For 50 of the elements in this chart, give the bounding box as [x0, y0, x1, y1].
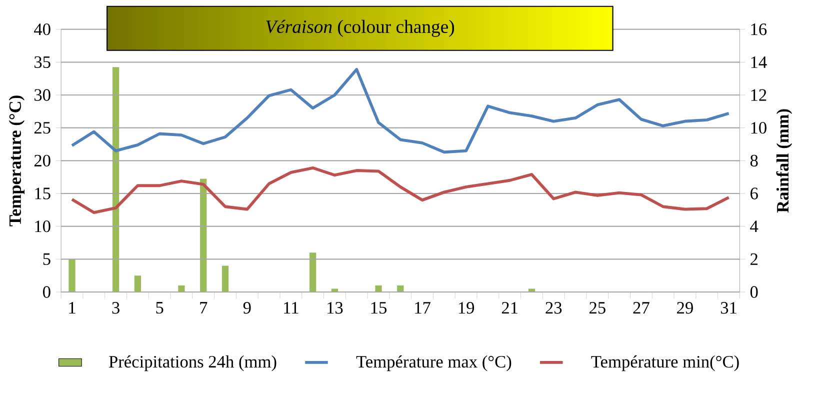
- x-tick-label: 3: [112, 302, 120, 314]
- y-tick-label: 25: [34, 122, 50, 134]
- x-tick-label: 23: [546, 302, 562, 314]
- bar: [375, 285, 382, 292]
- x-tick-label: 9: [243, 302, 251, 314]
- line-series: [70, 68, 730, 154]
- line-series: [70, 166, 730, 214]
- y-tick-label: 30: [34, 89, 50, 101]
- x-tick-label: 31: [720, 302, 736, 314]
- legend-label: Température min(°C): [591, 355, 739, 372]
- bar: [309, 252, 316, 292]
- y-tick-label: 15: [35, 188, 50, 200]
- y2-tick-label: 4: [750, 220, 758, 232]
- y2-axis-title: Rainfall (mm): [776, 109, 792, 213]
- y2-tick-label: 0: [750, 286, 758, 298]
- y-tick-label: 5: [43, 253, 50, 265]
- bar: [112, 67, 120, 292]
- annotation: Véraison (colour change): [266, 20, 454, 37]
- bar: [200, 178, 207, 292]
- x-tick-label: 29: [677, 302, 693, 314]
- x-tick-label: 13: [328, 302, 343, 314]
- x-tick-label: 5: [156, 302, 164, 314]
- y-tick-label: 20: [34, 154, 50, 167]
- x-tick-label: 11: [284, 302, 298, 314]
- x-tick-label: 27: [633, 302, 650, 314]
- y2-tick-label: 16: [751, 24, 767, 36]
- x-tick-label: 17: [415, 302, 430, 314]
- y2-tick-label: 10: [751, 122, 766, 134]
- x-tick-label: 21: [502, 302, 518, 314]
- y-tick-label: 0: [43, 286, 50, 298]
- y-axis-title: Temperature (°C): [8, 96, 25, 226]
- x-tick-label: 7: [200, 302, 208, 314]
- x-tick-label: 19: [458, 302, 474, 314]
- x-tick-label: 15: [371, 302, 386, 314]
- y-tick-label: 10: [35, 220, 50, 232]
- x-tick-label: 25: [590, 302, 606, 314]
- y2-tick-label: 8: [750, 154, 758, 167]
- y2-tick-label: 2: [750, 253, 758, 265]
- bar: [134, 276, 142, 292]
- x-tick-label: 1: [69, 302, 76, 314]
- legend-label: Précipitations 24h (mm): [108, 355, 276, 372]
- y2-tick-label: 12: [751, 89, 766, 101]
- legend-label: Température max (°C): [356, 355, 512, 372]
- y2-tick-label: 6: [750, 188, 758, 200]
- bar: [178, 285, 185, 292]
- y-tick-label: 40: [34, 23, 50, 36]
- y2-tick-label: 14: [751, 56, 767, 68]
- y-tick-label: 35: [34, 56, 50, 68]
- bar: [222, 266, 229, 292]
- bar: [68, 259, 76, 292]
